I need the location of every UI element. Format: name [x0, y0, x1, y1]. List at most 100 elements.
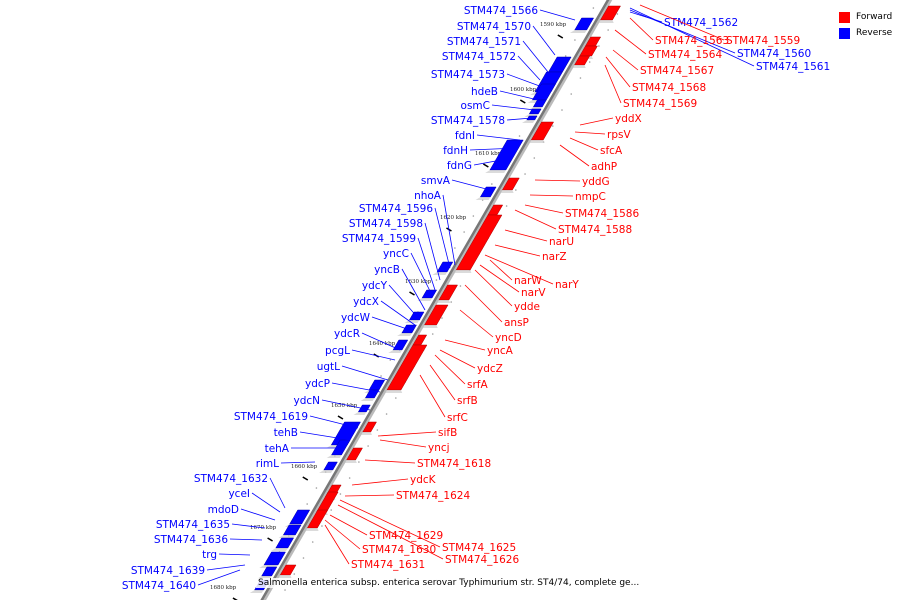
- reverse-gene-label[interactable]: ydcP: [305, 378, 330, 390]
- reverse-gene-label[interactable]: STM474_1632: [194, 473, 268, 485]
- scale-tick: [557, 34, 564, 39]
- forward-gene-label[interactable]: STM474_1568: [632, 82, 706, 94]
- reverse-gene-label[interactable]: rimL: [256, 458, 279, 470]
- reverse-gene-label[interactable]: STM474_1566: [464, 5, 538, 17]
- reverse-gene-label[interactable]: tehA: [265, 443, 290, 455]
- forward-gene-label[interactable]: narU: [549, 236, 574, 248]
- forward-gene-label[interactable]: STM474_1626: [445, 554, 519, 566]
- forward-gene-label[interactable]: STM474_1629: [369, 530, 443, 542]
- reverse-gene-glyph[interactable]: [275, 537, 295, 549]
- reverse-gene-label[interactable]: fdnH: [443, 145, 468, 157]
- forward-gene-label[interactable]: STM474_1586: [565, 208, 639, 220]
- reverse-gene-label[interactable]: STM474_1573: [431, 69, 505, 81]
- forward-gene-label[interactable]: STM474_1630: [362, 544, 436, 556]
- reverse-gene-label[interactable]: ydcW: [341, 312, 371, 324]
- forward-gene-label[interactable]: narV: [521, 287, 546, 299]
- forward-gene-label[interactable]: nmpC: [575, 191, 606, 203]
- forward-gene-label[interactable]: sifB: [438, 427, 457, 439]
- reverse-gene-glyph[interactable]: [421, 289, 438, 299]
- reverse-gene-label[interactable]: pcgL: [325, 345, 350, 357]
- reverse-gene-label[interactable]: smvA: [421, 175, 451, 187]
- reverse-gene-label[interactable]: STM474_1596: [359, 203, 433, 215]
- reverse-gene-label[interactable]: mdoD: [208, 504, 239, 516]
- reverse-gene-label[interactable]: ydcN: [293, 395, 320, 407]
- reverse-gene-label[interactable]: STM474_1635: [156, 519, 230, 531]
- forward-gene-label[interactable]: STM474_1559: [726, 35, 800, 47]
- forward-gene-label[interactable]: narZ: [542, 251, 567, 263]
- forward-gene-label[interactable]: STM474_1569: [623, 98, 697, 110]
- forward-gene-label[interactable]: sfcA: [600, 145, 623, 157]
- reverse-gene-label[interactable]: STM474_1640: [122, 580, 196, 592]
- forward-gene-label[interactable]: yncA: [487, 345, 514, 357]
- forward-gene-label[interactable]: ydcK: [410, 474, 437, 486]
- reverse-gene-label[interactable]: STM474_1572: [442, 51, 516, 63]
- reverse-gene-label[interactable]: fdnG: [447, 160, 472, 172]
- scale-label: 1660 kbp: [291, 464, 318, 470]
- forward-gene-label[interactable]: ydcZ: [477, 363, 503, 375]
- forward-gene-label[interactable]: ansP: [504, 317, 529, 329]
- reverse-gene-label[interactable]: tehB: [274, 427, 298, 439]
- reverse-gene-label[interactable]: STM474_1599: [342, 233, 416, 245]
- reverse-gene-label[interactable]: ydcY: [362, 280, 388, 292]
- forward-gene-label[interactable]: srfA: [467, 379, 488, 391]
- reverse-gene-glyph[interactable]: [323, 461, 338, 471]
- reverse-gene-glyph[interactable]: [401, 324, 417, 334]
- reverse-gene-glyph[interactable]: [436, 261, 454, 273]
- reverse-gene-label[interactable]: ydcX: [353, 296, 379, 308]
- forward-gene-label[interactable]: STM474_1624: [396, 490, 470, 502]
- forward-gene-label[interactable]: STM474_1563: [655, 35, 729, 47]
- forward-gene-label[interactable]: srfC: [447, 412, 468, 424]
- forward-gene-label[interactable]: STM474_1618: [417, 458, 491, 470]
- forward-gene-label[interactable]: STM474_1564: [648, 49, 722, 61]
- forward-gene-leader: [364, 459, 416, 464]
- reverse-gene-label[interactable]: STM474_1562: [664, 17, 738, 29]
- scale-tick: [482, 163, 489, 168]
- grid-dot: [564, 55, 567, 57]
- reverse-gene-label[interactable]: hdeB: [471, 86, 498, 98]
- forward-gene-label[interactable]: adhP: [591, 161, 617, 173]
- reverse-gene-glyph[interactable]: [261, 566, 278, 577]
- gene-shadow: [437, 300, 451, 303]
- reverse-gene-label[interactable]: yncB: [374, 264, 400, 276]
- forward-gene-leader: [529, 194, 574, 197]
- reverse-gene-label[interactable]: yncC: [383, 248, 409, 260]
- forward-gene-leader: [329, 514, 368, 536]
- forward-gene-label[interactable]: yddG: [582, 176, 610, 188]
- reverse-gene-label[interactable]: STM474_1571: [447, 36, 521, 48]
- forward-gene-label[interactable]: STM474_1588: [558, 224, 632, 236]
- reverse-gene-label[interactable]: osmC: [461, 100, 490, 112]
- reverse-gene-label[interactable]: STM474_1578: [431, 115, 505, 127]
- reverse-gene-label[interactable]: ugtL: [317, 361, 340, 373]
- reverse-gene-label[interactable]: nhoA: [414, 190, 442, 202]
- forward-gene-label[interactable]: srfB: [457, 395, 478, 407]
- reverse-gene-label[interactable]: fdnI: [455, 130, 475, 142]
- reverse-gene-label[interactable]: STM474_1560: [737, 48, 811, 60]
- forward-gene-label[interactable]: STM474_1625: [442, 542, 516, 554]
- forward-gene-label[interactable]: STM474_1567: [640, 65, 714, 77]
- forward-gene-label[interactable]: narW: [514, 275, 542, 287]
- reverse-gene-label[interactable]: STM474_1570: [457, 21, 531, 33]
- forward-gene-label[interactable]: yddX: [615, 113, 642, 125]
- forward-gene-label[interactable]: ydde: [514, 301, 540, 313]
- scale-tick: [302, 476, 309, 481]
- reverse-gene-glyph[interactable]: [368, 379, 386, 391]
- reverse-gene-label[interactable]: trg: [202, 549, 217, 561]
- reverse-gene-label[interactable]: STM474_1636: [154, 534, 228, 546]
- reverse-gene-label[interactable]: yceI: [228, 488, 250, 500]
- forward-gene-leader: [629, 17, 654, 41]
- forward-gene-label[interactable]: yncD: [495, 332, 522, 344]
- forward-gene-label[interactable]: rpsV: [607, 129, 631, 141]
- reverse-gene-glyph[interactable]: [479, 186, 497, 198]
- forward-gene-label[interactable]: narY: [555, 279, 579, 291]
- forward-gene-label[interactable]: STM474_1631: [351, 559, 425, 571]
- reverse-gene-leader: [424, 222, 441, 281]
- reverse-gene-label[interactable]: STM474_1561: [756, 61, 830, 73]
- forward-gene-label[interactable]: yncj: [428, 442, 450, 454]
- reverse-gene-label[interactable]: STM474_1619: [234, 411, 308, 423]
- reverse-gene-label[interactable]: STM474_1598: [349, 218, 423, 230]
- forward-gene-leader: [639, 4, 725, 41]
- reverse-gene-label[interactable]: ydcR: [334, 328, 360, 340]
- reverse-gene-label[interactable]: STM474_1639: [131, 565, 205, 577]
